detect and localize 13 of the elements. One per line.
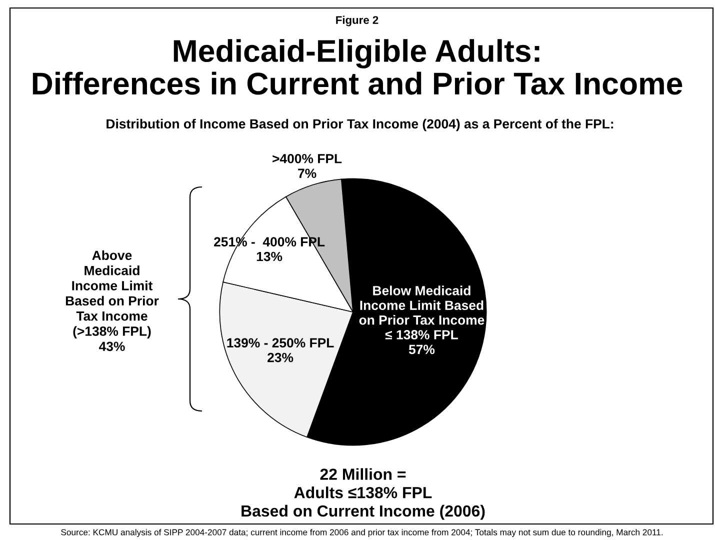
- text: 22 Million = Adults ≤138% FPL Based on Current Income (2006): [242, 468, 485, 520]
- slice-label: Below Medicaid Income Limit Based on Prior Tax Income ≤ 138% FPL: [359, 286, 484, 340]
- caption: Figure 2: [336, 16, 378, 26]
- data-label: 13%: [256, 252, 282, 262]
- chart-title: Medicaid-Eligible Adults: Differences in Current and Prior Tax Income: [32, 39, 682, 95]
- slice-label: 139% - 250% FPL: [227, 338, 334, 348]
- source-note: Source: KCMU analysis of SIPP 2004-2007 data; current income from 2006 and prior tax income from 2004; Totals may not sum due to rounding, March 2011.: [61, 528, 663, 538]
- text: Above Medicaid Income Limit Based on Prior Tax Income (>138% FPL) 43%: [66, 250, 159, 352]
- slice-label: >400% FPL: [272, 154, 342, 164]
- data-label: 57%: [408, 344, 435, 354]
- chart-subtitle: Distribution of Income Based on Prior Tax Income (2004) as a Percent of the FPL:: [106, 118, 614, 132]
- data-label: 7%: [298, 168, 316, 178]
- data-label: 23%: [268, 352, 294, 362]
